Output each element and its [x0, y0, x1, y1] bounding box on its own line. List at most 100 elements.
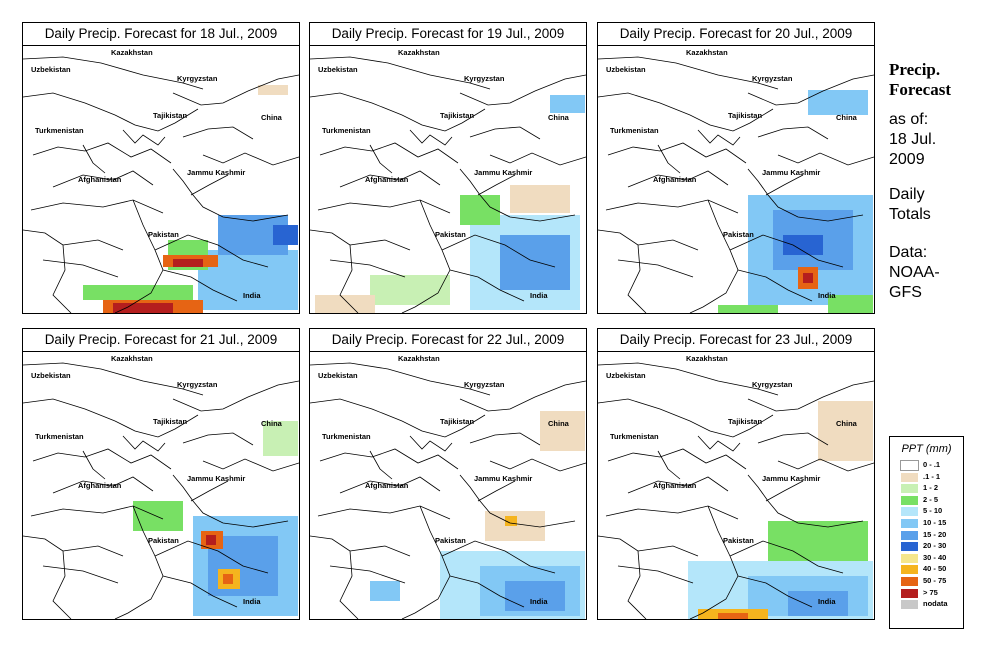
precip-area	[500, 235, 570, 290]
border-line	[339, 476, 441, 494]
border-line	[459, 474, 576, 528]
precip-area	[133, 501, 183, 531]
map-label-turkmenistan: Turkmenistan	[35, 432, 84, 441]
border-line	[757, 432, 829, 446]
border-line	[82, 144, 106, 174]
border-line	[777, 152, 874, 166]
panel-title: Daily Precip. Forecast for 21 Jul., 2009	[23, 329, 299, 352]
border-line	[172, 474, 289, 528]
border-line	[441, 540, 556, 574]
border-line	[657, 144, 681, 174]
border-line	[310, 535, 359, 619]
border-line	[349, 545, 411, 557]
precip-area	[718, 613, 748, 619]
border-line	[317, 505, 451, 520]
border-line	[459, 74, 586, 106]
map-label-china: China	[548, 419, 570, 428]
map-label-kyrgyzstan: Kyrgyzstan	[464, 74, 505, 83]
precip-area	[460, 195, 500, 225]
border-line	[32, 142, 172, 164]
border-line	[729, 540, 844, 574]
border-line	[409, 129, 453, 146]
legend-label: nodata	[923, 599, 948, 609]
legend-label: 20 - 30	[923, 541, 947, 551]
map-label-india: India	[818, 597, 836, 606]
border-line	[319, 142, 459, 164]
precip-area	[370, 581, 400, 601]
border-line	[697, 129, 741, 146]
map-label-uzbekistan: Uzbekistan	[31, 371, 71, 380]
legend-swatch	[900, 517, 919, 529]
legend-label: 15 - 20	[923, 529, 947, 539]
precip-area	[718, 305, 778, 313]
map-label-kazakhstan: Kazakhstan	[398, 48, 440, 57]
panel-title: Daily Precip. Forecast for 18 Jul., 2009	[23, 23, 299, 46]
map-label-tajikistan: Tajikistan	[728, 417, 762, 426]
border-line	[310, 56, 491, 90]
map-label-china: China	[261, 419, 283, 428]
border-line	[122, 129, 166, 146]
map-label-kyrgyzstan: Kyrgyzstan	[464, 380, 505, 389]
map-label-kyrgyzstan: Kyrgyzstan	[177, 380, 218, 389]
border-line	[441, 234, 556, 268]
map-label-tajikistan: Tajikistan	[153, 111, 187, 120]
precip-map: Kazakhstan Uzbekistan Kyrgyzstan Tajikistan…	[310, 48, 586, 313]
border-line	[329, 565, 406, 584]
map-label-uzbekistan: Uzbekistan	[318, 371, 358, 380]
precip-map: Kazakhstan Uzbekistan Kyrgyzstan Tajikistan…	[23, 354, 299, 619]
legend-item: 10 - 15	[890, 517, 963, 529]
border-line	[172, 380, 299, 412]
map-label-kazakhstan: Kazakhstan	[686, 354, 728, 363]
forecast-panel-jul-23: Daily Precip. Forecast for 23 Jul., 2009…	[597, 328, 875, 620]
border-line	[154, 234, 269, 268]
border-line	[310, 362, 491, 396]
border-line	[62, 545, 124, 557]
precip-area	[768, 521, 868, 561]
precip-area	[505, 516, 517, 526]
data-label: Data:	[889, 244, 928, 261]
legend-item: 20 - 30	[890, 540, 963, 553]
forecast-panel-jul-20: Daily Precip. Forecast for 20 Jul., 2009…	[597, 22, 875, 314]
legend-swatch	[900, 541, 919, 553]
side-title: Precip. Forecast	[889, 60, 951, 99]
border-line	[369, 144, 393, 174]
map-label-pakistan: Pakistan	[148, 536, 179, 545]
border-line	[765, 480, 804, 502]
map-label-turkmenistan: Turkmenistan	[322, 126, 371, 135]
border-line	[82, 450, 106, 480]
map-label-jammu-kashmir: Jammu Kashmir	[762, 168, 820, 177]
legend-item: 50 - 75	[890, 575, 963, 587]
map-label-pakistan: Pakistan	[435, 230, 466, 239]
precip-map: Kazakhstan Uzbekistan Kyrgyzstan Tajikistan…	[598, 48, 874, 313]
map-label-jammu-kashmir: Jammu Kashmir	[474, 474, 532, 483]
precip-area	[273, 225, 298, 245]
border-line	[737, 575, 813, 608]
border-line	[459, 168, 576, 222]
border-line	[489, 152, 586, 166]
border-line	[172, 74, 299, 106]
map-label-turkmenistan: Turkmenistan	[35, 126, 84, 135]
legend-item: nodata	[890, 598, 963, 611]
precip-map: Kazakhstan Uzbekistan Kyrgyzstan Tajikistan…	[598, 354, 874, 619]
border-line	[598, 92, 774, 132]
border-line	[605, 505, 739, 520]
map-label-pakistan: Pakistan	[723, 536, 754, 545]
map-label-tajikistan: Tajikistan	[440, 417, 474, 426]
panel-title: Daily Precip. Forecast for 23 Jul., 2009	[598, 329, 874, 352]
precip-area	[206, 535, 216, 545]
border-line	[172, 168, 289, 222]
map-label-kazakhstan: Kazakhstan	[686, 48, 728, 57]
border-line	[469, 126, 541, 140]
legend-item: 0 - .1	[890, 459, 963, 471]
border-line	[339, 170, 441, 188]
legend-label: 1 - 2	[923, 483, 939, 493]
border-line	[202, 152, 299, 166]
map-label-india: India	[530, 291, 548, 300]
map-label-jammu-kashmir: Jammu Kashmir	[187, 168, 245, 177]
border-line	[349, 239, 411, 251]
legend-swatch	[900, 599, 919, 611]
legend-label: 30 - 40	[923, 552, 947, 562]
map-label-afghanistan: Afghanistan	[653, 481, 697, 490]
panel-title: Daily Precip. Forecast for 19 Jul., 2009	[310, 23, 586, 46]
border-line	[469, 432, 541, 446]
